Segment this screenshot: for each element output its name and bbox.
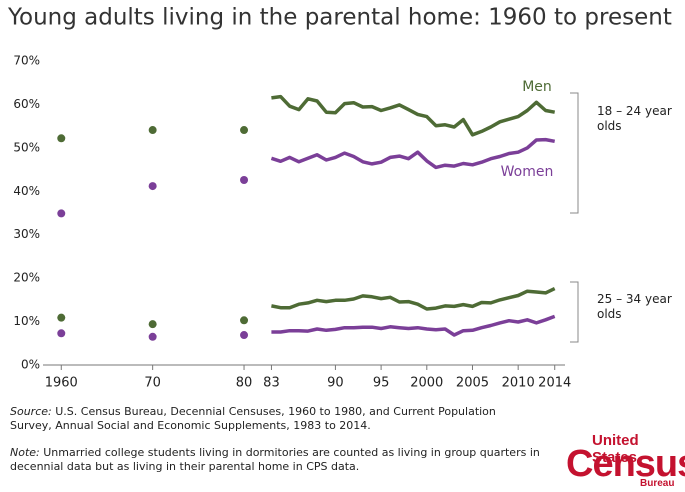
series-line — [271, 314, 556, 337]
source: Source: U.S. Census Bureau, Decennial Ce… — [10, 405, 540, 433]
x-tick-label: 2005 — [456, 376, 489, 391]
decennial-dot — [240, 316, 249, 325]
decennial-dot — [57, 209, 66, 218]
note-label: Note: — [10, 446, 40, 459]
decennial-dot — [57, 134, 66, 143]
x-tick-label: 1960 — [45, 376, 78, 391]
x-tick-label: 95 — [373, 376, 390, 391]
x-tick-label: 90 — [327, 376, 344, 391]
bracket — [570, 281, 579, 343]
logo-main: Census — [566, 443, 685, 485]
chart: Young adults living in the parental home… — [7, 5, 672, 391]
x-tick-label: 2014 — [538, 376, 571, 391]
decennial-dot — [148, 182, 157, 191]
x-tick-label: 2000 — [410, 376, 443, 391]
logo-bottom: Bureau — [640, 478, 675, 489]
decennial-dot — [148, 332, 157, 341]
y-tick-label: 70% — [13, 54, 40, 68]
series-line — [271, 94, 556, 137]
x-tick-label: 2010 — [502, 376, 535, 391]
x-tick-label: 80 — [236, 376, 253, 391]
y-tick-label: 60% — [13, 97, 40, 111]
series-line — [270, 137, 556, 170]
x-tick-label: 83 — [263, 376, 280, 391]
decennial-dot — [148, 320, 157, 329]
series-label: Men — [522, 79, 552, 95]
y-tick-label: 30% — [13, 227, 40, 241]
decennial-dot — [148, 126, 157, 135]
note-text: Unmarried college students living in dor… — [10, 446, 540, 473]
decennial-dot — [240, 126, 249, 135]
decennial-dot — [240, 175, 249, 184]
series-line — [271, 287, 556, 311]
group-label: 25 – 34 year olds — [597, 292, 672, 321]
source-label: Source: — [10, 405, 52, 418]
bracket — [570, 92, 579, 214]
y-tick-label: 50% — [13, 140, 40, 154]
y-tick-label: 10% — [13, 314, 40, 328]
chart-title: Young adults living in the parental home… — [7, 5, 672, 31]
y-tick-label: 20% — [13, 271, 40, 285]
group-label: 18 – 24 year olds — [597, 104, 672, 133]
series-label: Women — [501, 164, 554, 180]
decennial-dot — [57, 329, 66, 338]
decennial-dot — [57, 313, 66, 322]
y-tick-label: 40% — [13, 184, 40, 198]
x-tick-label: 70 — [144, 376, 161, 391]
logo-top: United States — [592, 432, 639, 466]
y-tick-label: 0% — [21, 358, 40, 372]
source-text: U.S. Census Bureau, Decennial Censuses, … — [10, 405, 496, 432]
note: Note: Unmarried college students living … — [10, 446, 540, 474]
decennial-dot — [240, 331, 249, 340]
